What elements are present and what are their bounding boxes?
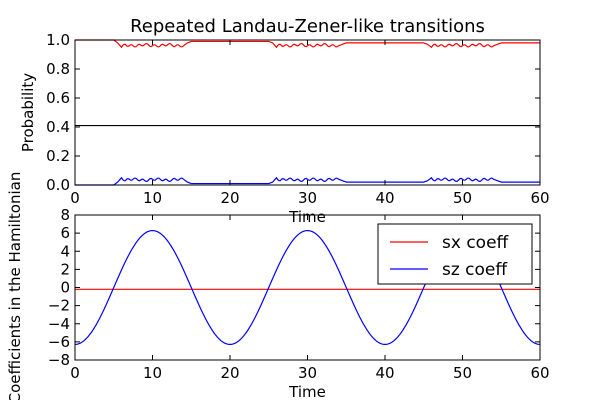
bottom-x-axis-label: Time: [288, 383, 326, 400]
legend-label-sx: sx coeff: [442, 233, 510, 253]
bottom-y-tick-label: −8: [48, 351, 70, 369]
top-y-axis-label: Probability: [19, 73, 37, 152]
bottom-y-axis-label: Coefficients in the Hamiltonian: [6, 172, 24, 400]
bottom-y-tick-label: 6: [60, 224, 70, 242]
bottom-y-tick-label: 4: [60, 242, 70, 260]
top-x-tick-label: 40: [375, 189, 394, 207]
top-y-tick-label: 0.0: [46, 176, 70, 194]
legend: sx coeff sz coeff: [378, 224, 532, 284]
bottom-y-tick-label: −2: [48, 297, 70, 315]
bottom-y-tick-label: 0: [60, 279, 70, 297]
chart-title: Repeated Landau-Zener-like transitions: [130, 16, 485, 37]
bottom-x-tick-label: 20: [220, 364, 239, 382]
top-subplot: Repeated Landau-Zener-like transitions P…: [19, 16, 550, 226]
legend-label-sz: sz coeff: [442, 260, 508, 280]
top-x-tick-label: 0: [70, 189, 80, 207]
bottom-x-tick-label: 60: [530, 364, 549, 382]
bottom-x-tick-label: 40: [375, 364, 394, 382]
top-x-tick-label: 60: [530, 189, 549, 207]
bottom-x-tick-label: 10: [143, 364, 162, 382]
top-plot-frame: [75, 40, 540, 185]
bottom-y-tick-label: 8: [60, 206, 70, 224]
bottom-x-tick-label: 30: [298, 364, 317, 382]
top-y-tick-label: 0.8: [46, 60, 70, 78]
top-y-tick-label: 0.6: [46, 89, 70, 107]
top-y-tick-label: 0.4: [46, 118, 70, 136]
top-x-tick-label: 20: [220, 189, 239, 207]
bottom-x-tick-label: 50: [453, 364, 472, 382]
top-x-tick-label: 50: [453, 189, 472, 207]
top-y-tick-label: 0.2: [46, 147, 70, 165]
top-y-tick-label: 1.0: [46, 31, 70, 49]
top-x-tick-label: 10: [143, 189, 162, 207]
top-x-tick-label: 30: [298, 189, 317, 207]
bottom-y-tick-label: −4: [48, 315, 70, 333]
bottom-x-tick-label: 0: [70, 364, 80, 382]
bottom-y-tick-label: −6: [48, 333, 70, 351]
bottom-y-tick-label: 2: [60, 260, 70, 278]
